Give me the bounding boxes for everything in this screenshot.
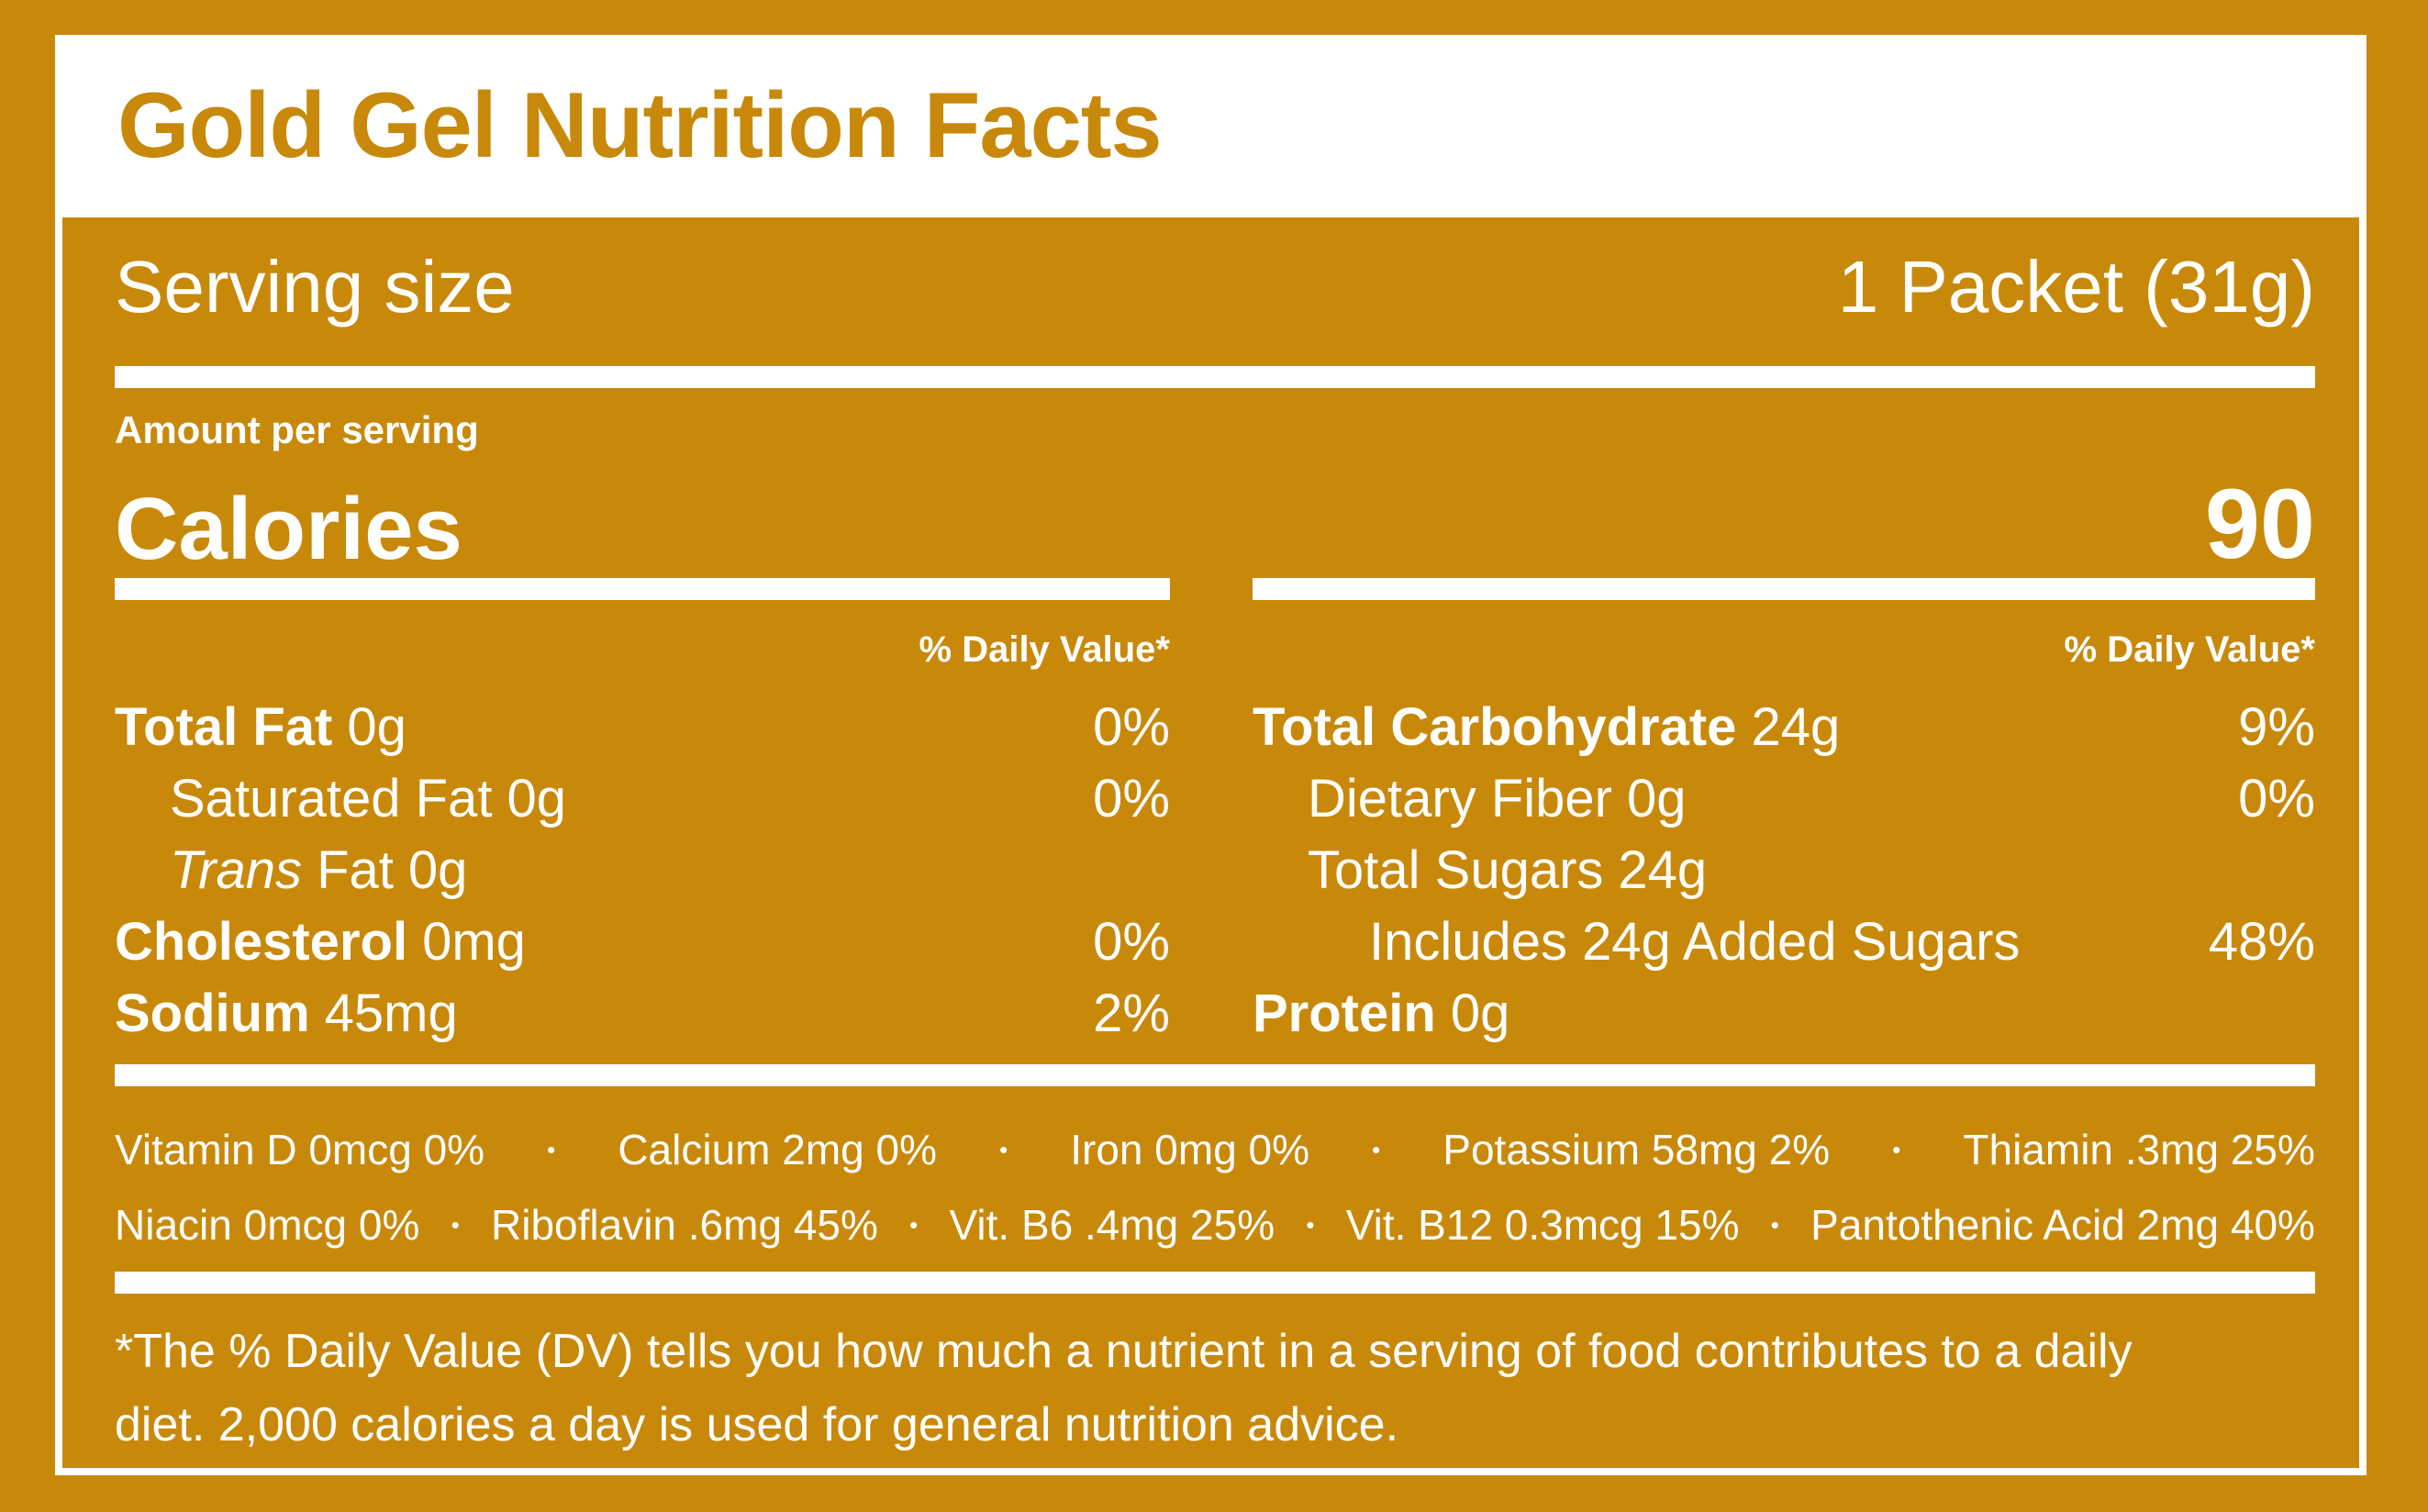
nutrient-amount: 0g: [347, 697, 407, 757]
nutrient-daily-value: 0%: [2238, 769, 2315, 828]
calories-value: 90: [2204, 468, 2315, 579]
nutrient-row: Total Fat 0g 0%: [115, 692, 1170, 763]
nutrient-daily-value: 0%: [1093, 769, 1170, 828]
divider-under-serving: [115, 366, 2315, 388]
nutrient-name: Protein 0g: [1253, 978, 1509, 1050]
daily-value-footnote: *The % Daily Value (DV) tells you how mu…: [115, 1315, 2315, 1462]
bullet-separator: •: [999, 1136, 1008, 1163]
nutrient-amount: 45mg: [324, 984, 458, 1043]
bullet-separator: •: [547, 1136, 556, 1163]
nutrient-column-left: % Daily Value* Total Fat 0g 0% Saturated Fa…: [115, 624, 1170, 1050]
nutrient-daily-value: 48%: [2208, 912, 2315, 972]
column-gap: [1170, 624, 1253, 1050]
serving-size-value: 1 Packet (31g): [1837, 246, 2315, 328]
nutrient-row: Saturated Fat 0g 0%: [115, 763, 1170, 835]
nutrient-name-italic-prefix: Trans: [170, 840, 302, 900]
divider-under-calories-left: [115, 578, 1170, 600]
nutrient-columns: % Daily Value* Total Fat 0g 0% Saturated Fa…: [115, 624, 2315, 1050]
nutrient-name: Cholesterol 0mg: [115, 906, 526, 978]
nutrient-name: Dietary Fiber 0g: [1253, 763, 1687, 835]
nutrient-label: Cholesterol: [115, 912, 408, 972]
nutrient-row: Cholesterol 0mg 0%: [115, 906, 1170, 978]
micronutrients-section: Vitamin D 0mcg 0% • Calcium 2mg 0% • Iron 0m…: [115, 1112, 2315, 1262]
nutrient-daily-value: 9%: [2238, 697, 2315, 757]
nutrient-name: Saturated Fat 0g: [115, 763, 566, 835]
daily-value-header-left: % Daily Value*: [919, 629, 1170, 670]
nutrient-label: Protein: [1253, 984, 1436, 1043]
label-frame: Gold Gel Nutrition Facts Serving size 1 …: [55, 35, 2367, 1475]
bullet-separator: •: [451, 1211, 460, 1239]
divider-above-footnote: [115, 1272, 2315, 1294]
micronutrient-item: Thiamin .3mg 25%: [1963, 1126, 2315, 1173]
nutrient-label: Total Carbohydrate: [1253, 697, 1737, 757]
nutrient-amount: 0g: [507, 769, 566, 828]
nutrient-daily-value: 0%: [1093, 912, 1170, 972]
nutrient-amount: 0g: [1450, 984, 1510, 1043]
micronutrient-item: Riboflavin .6mg 45%: [491, 1201, 878, 1249]
nutrient-name: Sodium 45mg: [115, 978, 458, 1050]
serving-size-label: Serving size: [115, 246, 515, 328]
nutrient-amount: 0mg: [422, 912, 526, 972]
nutrient-row: Protein 0g: [1253, 978, 2315, 1050]
nutrient-amount: 24g: [1618, 840, 1708, 900]
nutrient-label: Fat: [317, 840, 394, 900]
nutrient-label: Includes 24g Added Sugars: [1369, 912, 2021, 972]
micronutrient-item: Vit. B6 .4mg 25%: [949, 1201, 1275, 1249]
serving-size-row: Serving size 1 Packet (31g): [115, 236, 2315, 339]
micronutrient-item: Potassium 58mg 2%: [1442, 1126, 1831, 1173]
micronutrient-item: Calcium 2mg 0%: [618, 1126, 938, 1173]
micronutrient-item: Vitamin D 0mcg 0%: [115, 1126, 485, 1173]
nutrient-daily-value: 0%: [1093, 697, 1170, 757]
bullet-separator: •: [1892, 1136, 1901, 1163]
nutrient-rows-left: Total Fat 0g 0% Saturated Fat 0g 0% Trans Fat 0…: [115, 692, 1170, 1050]
bullet-separator: •: [1770, 1211, 1779, 1239]
footnote-line-1: *The % Daily Value (DV) tells you how mu…: [115, 1325, 2133, 1378]
calories-label: Calories: [115, 480, 462, 578]
nutrient-name: Trans Fat 0g: [115, 835, 467, 906]
divider-above-vitamins: [115, 1064, 2315, 1086]
nutrient-amount: 0g: [407, 840, 468, 900]
bullet-separator: •: [909, 1211, 919, 1239]
micronutrient-item: Iron 0mg 0%: [1070, 1126, 1310, 1173]
label-body-panel: Serving size 1 Packet (31g) Amount per s…: [62, 217, 2359, 1468]
nutrient-name: Total Sugars 24g: [1253, 835, 1707, 906]
nutrient-amount: 0g: [1626, 769, 1687, 828]
nutrient-row: Trans Fat 0g: [115, 835, 1170, 906]
nutrient-label: Total Sugars: [1308, 840, 1604, 900]
page-title: Gold Gel Nutrition Facts: [117, 74, 1163, 177]
micronutrient-item: Pantothenic Acid 2mg 40%: [1810, 1201, 2315, 1249]
nutrient-row: Total Carbohydrate 24g 9%: [1253, 692, 2315, 763]
calories-row: Calories 90: [115, 449, 2315, 573]
nutrient-label: Dietary Fiber: [1308, 769, 1612, 828]
daily-value-header-right: % Daily Value*: [2064, 629, 2315, 670]
nutrient-name: Total Carbohydrate 24g: [1253, 692, 1840, 763]
nutrient-row: Dietary Fiber 0g 0%: [1253, 763, 2315, 835]
nutrient-rows-right: Total Carbohydrate 24g 9% Dietary Fiber 0g 0%…: [1253, 692, 2315, 1050]
nutrient-label: Saturated Fat: [170, 769, 493, 828]
nutrient-name: Total Fat 0g: [115, 692, 407, 763]
micronutrients-row-2: Niacin 0mcg 0% • Riboflavin .6mg 45% • Vit. …: [115, 1187, 2315, 1262]
micronutrients-row-1: Vitamin D 0mcg 0% • Calcium 2mg 0% • Iron 0m…: [115, 1112, 2315, 1187]
footnote-line-2: diet. 2,000 calories a day is used for g…: [115, 1398, 1399, 1451]
nutrient-label: Sodium: [115, 984, 310, 1043]
nutrient-row: Sodium 45mg 2%: [115, 978, 1170, 1050]
nutrient-column-right: % Daily Value* Total Carbohydrate 24g 9% Di…: [1253, 624, 2315, 1050]
title-bar: Gold Gel Nutrition Facts: [55, 35, 2367, 217]
nutrient-row: Includes 24g Added Sugars 48%: [1253, 906, 2315, 978]
micronutrient-item: Niacin 0mcg 0%: [115, 1201, 420, 1249]
micronutrient-item: Vit. B12 0.3mcg 15%: [1345, 1201, 1740, 1249]
divider-under-calories-right: [1253, 578, 2315, 600]
nutrient-name: Includes 24g Added Sugars: [1253, 906, 2020, 978]
bullet-separator: •: [1306, 1211, 1315, 1239]
nutrient-label: Total Fat: [115, 697, 333, 757]
nutrient-amount: 24g: [1751, 697, 1841, 757]
nutrient-row: Total Sugars 24g: [1253, 835, 2315, 906]
amount-per-serving-label: Amount per serving: [115, 408, 479, 451]
bullet-separator: •: [1372, 1136, 1381, 1163]
nutrient-daily-value: 2%: [1093, 984, 1170, 1043]
